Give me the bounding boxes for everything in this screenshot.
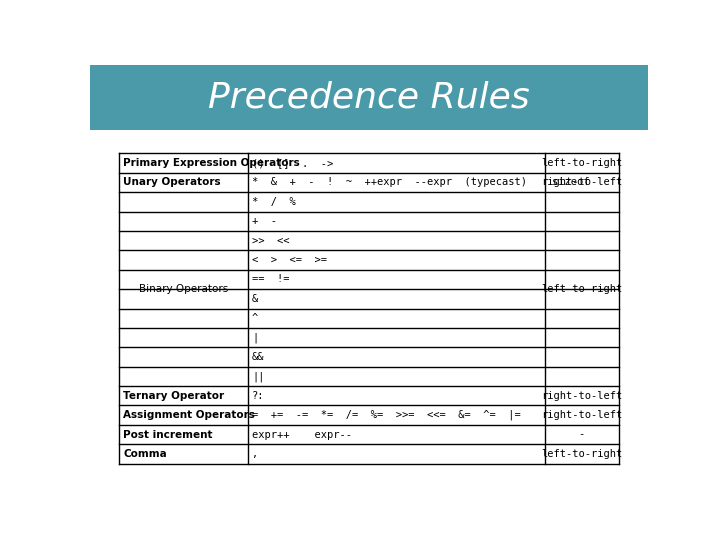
Text: |: |	[252, 332, 258, 343]
Text: expr++    expr--: expr++ expr--	[252, 429, 352, 440]
Text: >>  <<: >> <<	[252, 235, 289, 246]
Text: Ternary Operator: Ternary Operator	[123, 391, 225, 401]
Text: ,: ,	[252, 449, 258, 459]
Text: Assignment Operators: Assignment Operators	[123, 410, 255, 420]
Text: <  >  <=  >=: < > <= >=	[252, 255, 327, 265]
Text: Comma: Comma	[123, 449, 167, 459]
Text: Binary Operators: Binary Operators	[139, 284, 228, 294]
Text: Unary Operators: Unary Operators	[123, 178, 221, 187]
Text: right-to-left: right-to-left	[541, 391, 622, 401]
Text: ==  !=: == !=	[252, 274, 289, 285]
Text: *  &  +  -  !  ~  ++expr  --expr  (typecast)    sizeof: * & + - ! ~ ++expr --expr (typecast) siz…	[252, 178, 590, 187]
Text: left-to-right: left-to-right	[541, 449, 622, 459]
Text: =  +=  -=  *=  /=  %=  >>=  <<=  &=  ^=  |=: = += -= *= /= %= >>= <<= &= ^= |=	[252, 410, 521, 421]
Text: ^: ^	[252, 313, 258, 323]
Text: right-to-left: right-to-left	[541, 178, 622, 187]
Text: Precedence Rules: Precedence Rules	[208, 80, 530, 114]
Text: *  /  %: * / %	[252, 197, 296, 207]
Bar	[90, 65, 648, 130]
Text: ?:: ?:	[252, 391, 264, 401]
Text: Post increment: Post increment	[123, 429, 213, 440]
Text: &&: &&	[252, 352, 264, 362]
Text: &: &	[252, 294, 258, 304]
Text: -: -	[578, 429, 585, 440]
Text: left-to-right: left-to-right	[541, 284, 622, 294]
Text: left-to-right: left-to-right	[541, 158, 622, 168]
Text: Primary Expression Operators: Primary Expression Operators	[123, 158, 300, 168]
Text: right-to-left: right-to-left	[541, 410, 622, 420]
Text: +  -: + -	[252, 216, 277, 226]
Text: ()  []  .  ->: () [] . ->	[252, 158, 333, 168]
Text: ||: ||	[252, 371, 264, 382]
